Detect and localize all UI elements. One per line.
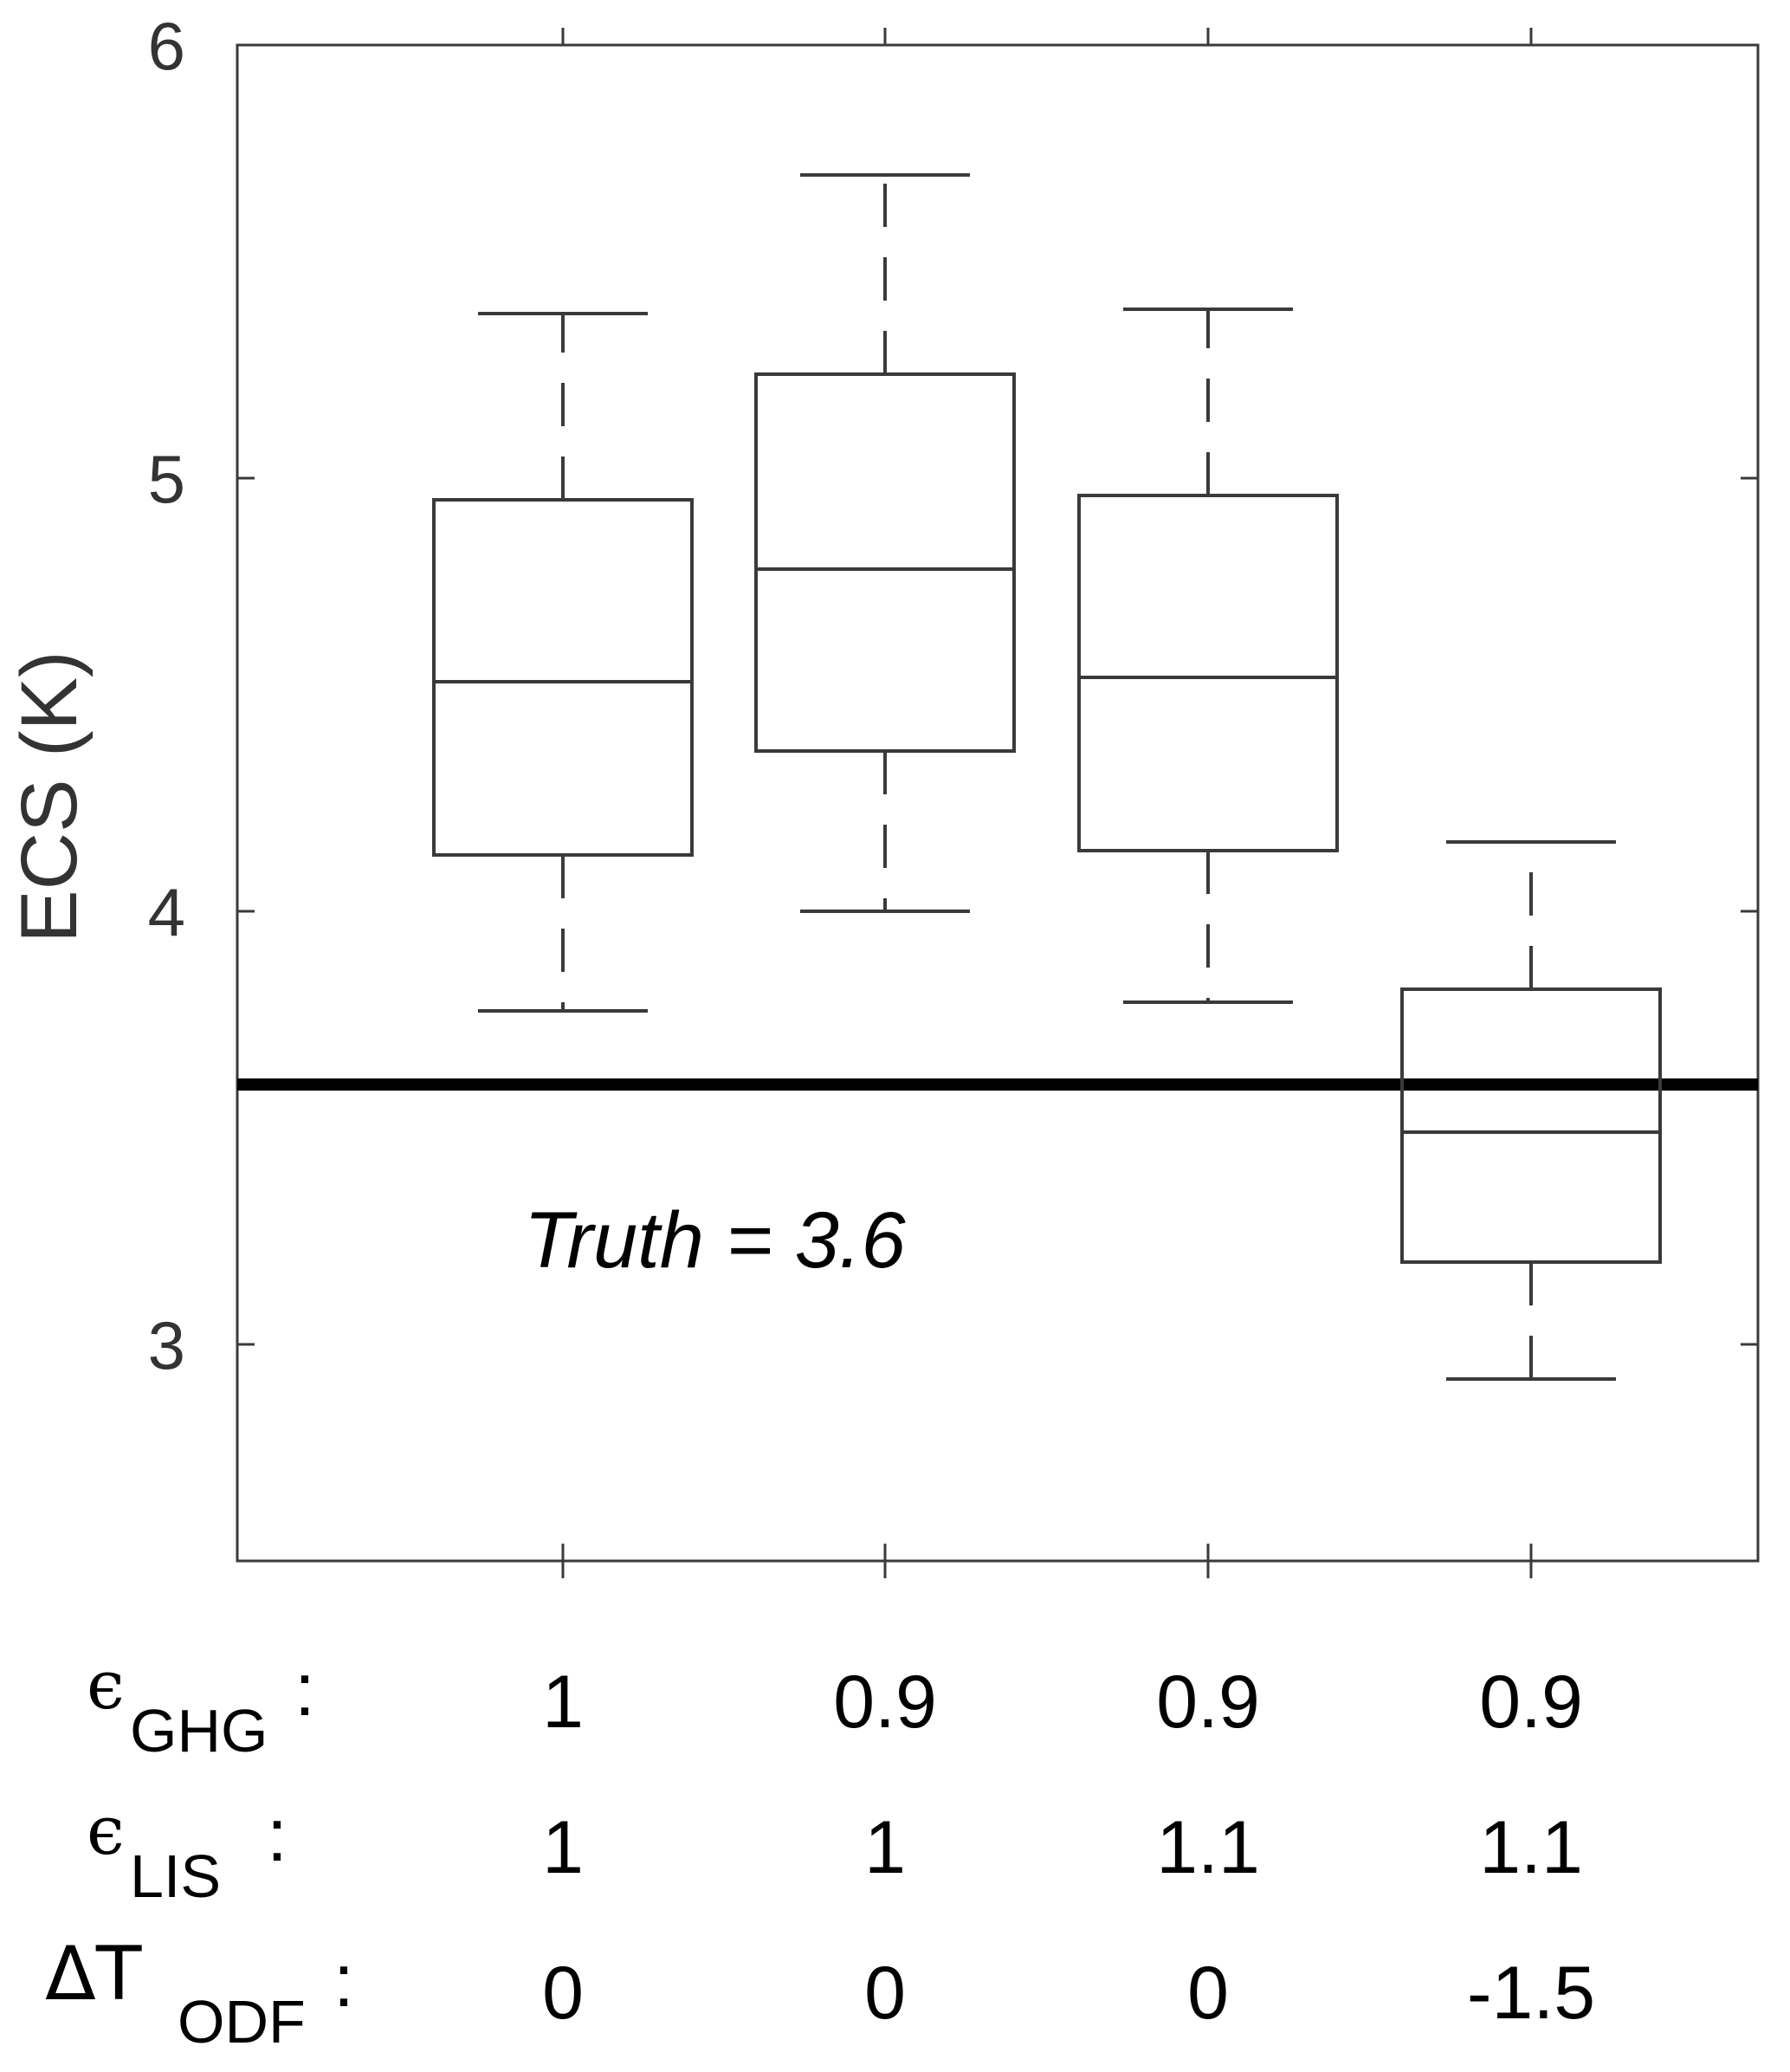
param-colon-2: : bbox=[267, 1794, 288, 1877]
param-colon-3: : bbox=[333, 1939, 354, 2023]
y-tick-labels: 3 4 5 6 bbox=[148, 8, 185, 1383]
param-value-2-2: 1 bbox=[864, 1806, 906, 1889]
y-tick-label: 5 bbox=[148, 441, 185, 517]
param-symbol-3: ΔT bbox=[45, 1931, 142, 2017]
param-subscript-3: ODF bbox=[178, 1988, 306, 2056]
param-value-1-1: 1 bbox=[542, 1661, 584, 1744]
param-value-2-1: 1 bbox=[542, 1806, 584, 1889]
box-4 bbox=[1400, 987, 1662, 1264]
param-value-1-2: 0.9 bbox=[833, 1661, 937, 1744]
param-value-3-2: 0 bbox=[864, 1952, 906, 2035]
param-value-2-4: 1.1 bbox=[1479, 1806, 1583, 1889]
param-value-2-3: 1.1 bbox=[1156, 1806, 1260, 1889]
y-tick-label: 6 bbox=[148, 8, 185, 84]
truth-annotation: Truth = 3.6 bbox=[524, 1196, 906, 1285]
box-3 bbox=[1077, 494, 1339, 852]
tick-group bbox=[237, 28, 1758, 1578]
param-value-3-3: 0 bbox=[1187, 1952, 1229, 2035]
param-subscript-1: GHG bbox=[130, 1697, 268, 1764]
param-symbol-1: ϵ bbox=[87, 1647, 125, 1725]
y-tick-label: 4 bbox=[148, 874, 185, 950]
param-symbol-2: ϵ bbox=[87, 1792, 125, 1870]
box-group bbox=[432, 173, 1662, 1381]
param-value-3-4: -1.5 bbox=[1467, 1952, 1595, 2035]
param-subscript-2: LIS bbox=[130, 1842, 221, 1910]
param-value-1-3: 0.9 bbox=[1156, 1661, 1260, 1744]
param-colon-1: : bbox=[294, 1648, 315, 1732]
param-value-3-1: 0 bbox=[542, 1952, 584, 2035]
plot-frame bbox=[236, 43, 1760, 1563]
box-1 bbox=[432, 498, 694, 857]
y-tick-label: 3 bbox=[148, 1307, 185, 1383]
box-2 bbox=[754, 372, 1016, 753]
param-value-1-4: 0.9 bbox=[1479, 1661, 1583, 1744]
y-axis-label: ECS (K) bbox=[5, 651, 94, 942]
